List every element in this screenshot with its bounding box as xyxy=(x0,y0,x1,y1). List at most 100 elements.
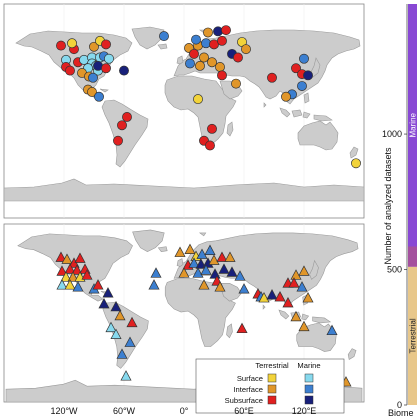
site-triangle-marker xyxy=(55,251,67,262)
legend-header-marine: Marine xyxy=(297,361,320,370)
site-circle-marker xyxy=(88,72,98,83)
site-triangle-marker xyxy=(274,291,286,302)
site-triangle-marker xyxy=(298,265,310,276)
legend-swatch-marine xyxy=(304,395,314,405)
site-circle-marker xyxy=(291,63,301,74)
site-triangle-marker xyxy=(110,300,122,312)
site-circle-marker xyxy=(351,158,361,169)
site-triangle-marker xyxy=(266,289,278,300)
site-circle-marker xyxy=(113,135,123,146)
lon-tick-60e: 60°E xyxy=(234,406,254,416)
site-triangle-marker xyxy=(120,370,132,381)
site-triangle-marker xyxy=(208,254,220,265)
site-triangle-marker xyxy=(214,281,226,292)
site-circle-marker xyxy=(159,31,169,42)
site-circle-marker xyxy=(299,53,309,64)
site-triangle-marker xyxy=(105,321,117,333)
legend-swatch-marine xyxy=(304,384,314,394)
site-triangle-marker xyxy=(148,279,160,290)
site-triangle-marker xyxy=(174,246,186,257)
site-circle-marker xyxy=(233,52,243,63)
site-circle-marker xyxy=(119,65,129,76)
site-triangle-marker xyxy=(126,316,138,328)
site-triangle-marker xyxy=(56,279,68,290)
site-circle-marker xyxy=(101,39,111,50)
site-triangle-marker xyxy=(72,281,84,292)
site-triangle-marker xyxy=(296,281,308,292)
site-triangle-marker xyxy=(204,244,216,255)
site-triangle-marker xyxy=(236,322,248,334)
site-triangle-marker xyxy=(302,292,314,303)
site-circle-marker xyxy=(297,81,307,91)
site-circle-marker xyxy=(191,34,201,45)
legend-swatch-terrestrial xyxy=(267,384,277,394)
site-circle-marker xyxy=(189,48,199,59)
legend-header-terrestrial: Terrestrial xyxy=(255,361,289,370)
site-triangle-marker xyxy=(116,348,128,359)
site-circle-marker xyxy=(303,70,313,81)
site-triangle-marker xyxy=(192,267,204,278)
site-circle-marker xyxy=(205,140,215,151)
site-circle-marker xyxy=(217,70,227,81)
biome-segment-label: Marine xyxy=(409,112,418,137)
legend-swatch-terrestrial xyxy=(267,395,277,405)
site-triangle-marker xyxy=(196,248,208,259)
site-triangle-marker xyxy=(81,269,93,280)
site-triangle-marker xyxy=(238,283,250,294)
site-triangle-marker xyxy=(67,271,79,282)
site-circle-marker xyxy=(122,111,132,122)
legend-label-surface: Surface xyxy=(237,374,263,383)
site-circle-marker xyxy=(203,27,213,38)
site-circle-marker xyxy=(207,57,217,68)
biome-segment xyxy=(408,246,417,267)
site-circle-marker xyxy=(56,40,66,51)
site-circle-marker xyxy=(221,25,231,36)
site-circle-marker xyxy=(67,38,77,49)
count-tick-label: 1000 xyxy=(382,129,402,139)
site-circle-marker xyxy=(101,63,111,74)
site-circle-marker xyxy=(193,94,203,105)
site-circle-marker xyxy=(217,35,227,46)
site-circle-marker xyxy=(117,120,127,131)
site-circle-marker xyxy=(215,62,225,72)
count-tick-label: 0 xyxy=(397,400,402,410)
count-tick-label: 500 xyxy=(387,265,402,275)
legend: Terrestrial Marine Surface Interface Sub… xyxy=(195,358,345,414)
site-triangle-marker xyxy=(290,269,302,280)
lon-tick-120e: 120°E xyxy=(292,406,317,416)
lon-tick-0: 0° xyxy=(180,406,189,416)
site-triangle-marker xyxy=(184,243,196,254)
site-triangle-marker xyxy=(258,292,270,303)
site-triangle-marker xyxy=(98,297,110,309)
site-triangle-marker xyxy=(92,279,104,290)
site-circle-marker xyxy=(281,91,291,102)
site-triangle-marker xyxy=(224,251,236,262)
site-triangle-marker xyxy=(290,310,302,322)
legend-swatch-terrestrial xyxy=(267,373,277,383)
site-circle-marker xyxy=(241,44,251,55)
site-triangle-marker xyxy=(218,263,230,274)
legend-swatch-marine xyxy=(304,373,314,383)
biome-segment-labels: Terrestrial Marine xyxy=(409,112,418,353)
dataset-count-axis: 0 500 1000 Number of analyzed datasets Bio… xyxy=(382,4,418,418)
site-circle-marker xyxy=(104,53,114,64)
site-triangle-marker xyxy=(200,264,212,275)
biome-segment xyxy=(408,4,417,247)
biome-segment-label: Terrestrial xyxy=(409,318,418,353)
site-triangle-marker xyxy=(110,328,122,339)
count-axis-ticks: 0 500 1000 xyxy=(382,129,407,410)
lon-tick-60w: 60°W xyxy=(113,406,136,416)
site-triangle-marker xyxy=(74,252,86,263)
site-triangle-marker xyxy=(234,270,246,281)
legend-label-subsurface: Subsurface xyxy=(225,396,263,405)
biome-stacked-bar xyxy=(408,4,417,405)
site-circle-marker xyxy=(231,78,241,89)
site-circle-marker xyxy=(94,91,104,102)
legend-swatches xyxy=(267,373,314,405)
site-triangle-marker xyxy=(178,267,190,278)
site-triangle-marker xyxy=(209,268,221,279)
site-circle-marker xyxy=(207,123,217,134)
site-triangle-marker xyxy=(226,266,238,277)
site-triangle-marker xyxy=(288,277,300,288)
